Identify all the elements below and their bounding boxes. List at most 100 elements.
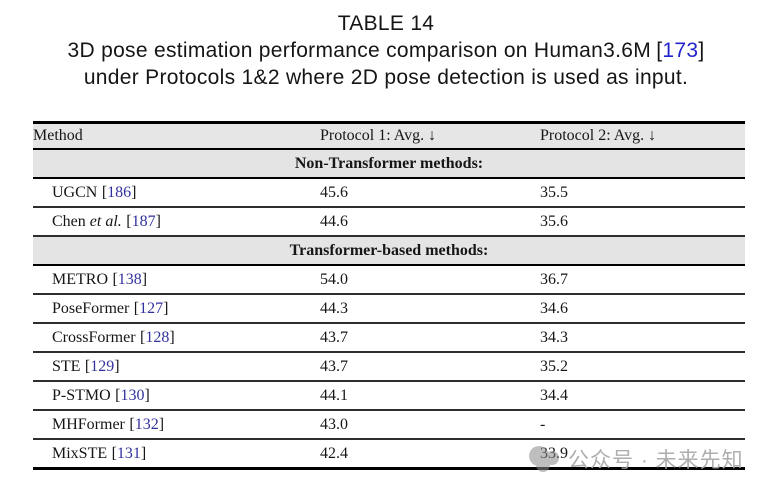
method-cell: P-STMO [130] xyxy=(33,381,320,410)
citation-close-bracket: ] xyxy=(140,444,147,462)
method-name: Chen xyxy=(52,212,86,230)
protocol1-value: 54.0 xyxy=(320,265,540,294)
protocol1-value: 44.6 xyxy=(320,207,540,236)
method-name: STE xyxy=(52,357,81,375)
column-header-0: Method xyxy=(33,122,320,149)
table-row: STE [129] 43.7 35.2 xyxy=(33,352,745,381)
citation-close-bracket: ] xyxy=(114,357,120,375)
citation-open-bracket: [ xyxy=(133,299,140,317)
protocol2-value: - xyxy=(540,410,745,439)
citation-open-bracket: [ xyxy=(115,386,121,404)
protocol2-value: 33.9 xyxy=(540,439,745,469)
citation-open-bracket: [ xyxy=(112,270,118,288)
table-row: CrossFormer [128] 43.7 34.3 xyxy=(33,323,745,352)
table-row: Chen et al. [187] 44.6 35.6 xyxy=(33,207,745,236)
method-cell: UGCN [186] xyxy=(33,178,320,207)
protocol2-value: 35.2 xyxy=(540,352,745,381)
citation-link[interactable]: 127 xyxy=(139,299,164,317)
citation-close-bracket: ] xyxy=(141,270,148,288)
results-table: Method Protocol 1: Avg. ↓ Protocol 2: Avg.… xyxy=(33,121,745,470)
caption-text: 3D pose estimation performance compariso… xyxy=(67,39,651,62)
protocol2-value: 36.7 xyxy=(540,265,745,294)
protocol2-value: 35.5 xyxy=(540,178,745,207)
protocol1-value: 44.1 xyxy=(320,381,540,410)
method-name: UGCN xyxy=(52,183,98,201)
method-cell: METRO [138] xyxy=(33,265,320,294)
citation-link[interactable]: 128 xyxy=(145,328,170,346)
citation-close-bracket: ] xyxy=(144,386,150,404)
method-citation: [131] xyxy=(112,445,147,462)
section-header-label: Transformer-based methods: xyxy=(33,236,745,265)
method-cell: STE [129] xyxy=(33,352,320,381)
citation-open-bracket: [ xyxy=(111,444,117,462)
table-row: MHFormer [132] 43.0- xyxy=(33,410,745,439)
citation-open-bracket: [ xyxy=(140,328,146,346)
citation-link[interactable]: 129 xyxy=(90,357,115,375)
method-citation: [132] xyxy=(129,416,164,433)
table-row: MixSTE [131] 42.4 33.9 xyxy=(33,439,745,469)
method-citation: [128] xyxy=(140,329,175,346)
citation-link[interactable]: 187 xyxy=(131,212,156,230)
method-citation: [138] xyxy=(112,271,147,288)
method-cell: Chen et al. [187] xyxy=(33,207,320,236)
method-name: MixSTE xyxy=(52,444,108,462)
column-header-1: Protocol 1: Avg. ↓ xyxy=(320,122,540,149)
protocol1-value: 43.0 xyxy=(320,410,540,439)
section-header-row: Non-Transformer methods: xyxy=(33,149,745,178)
protocol1-value: 45.6 xyxy=(320,178,540,207)
citation-open-bracket: [ xyxy=(129,415,135,433)
table-row: PoseFormer [127] 44.3 34.6 xyxy=(33,294,745,323)
table-row: METRO [138] 54.0 36.7 xyxy=(33,265,745,294)
citation-close-bracket: ] xyxy=(131,183,137,201)
method-name: CrossFormer xyxy=(52,328,136,346)
caption-close-bracket: ] xyxy=(698,39,705,62)
protocol1-value: 42.4 xyxy=(320,439,540,469)
protocol1-value: 44.3 xyxy=(320,294,540,323)
method-cell: CrossFormer [128] xyxy=(33,323,320,352)
citation-open-bracket: [ xyxy=(101,183,108,201)
method-name: PoseFormer xyxy=(52,299,130,317)
citation-close-bracket: ] xyxy=(155,212,161,230)
citation-link[interactable]: 138 xyxy=(117,270,142,288)
method-cell: MixSTE [131] xyxy=(33,439,320,469)
section-header-label: Non-Transformer methods: xyxy=(33,149,745,178)
caption-open-bracket: [ xyxy=(656,39,663,62)
table-number-title: TABLE 14 xyxy=(337,12,435,35)
method-citation: [127] xyxy=(134,300,169,317)
method-name: METRO xyxy=(52,270,108,288)
method-citation: [129] xyxy=(85,358,120,375)
citation-open-bracket: [ xyxy=(126,212,132,230)
method-citation: [186] xyxy=(102,184,137,201)
method-name: P-STMO xyxy=(52,386,111,404)
citation-close-bracket: ] xyxy=(158,415,165,433)
table-caption-line1: 3D pose estimation performance compariso… xyxy=(0,37,772,64)
table-heading: TABLE 14 3D pose estimation performance … xyxy=(0,10,772,91)
protocol2-value: 34.6 xyxy=(540,294,745,323)
citation-link[interactable]: 132 xyxy=(134,415,159,433)
column-header-2: Protocol 2: Avg. ↓ xyxy=(540,122,745,149)
method-citation: [187] xyxy=(126,213,161,230)
citation-link[interactable]: 130 xyxy=(120,386,145,404)
method-citation: [130] xyxy=(115,387,150,404)
method-cell: MHFormer [132] xyxy=(33,410,320,439)
protocol2-value: 34.3 xyxy=(540,323,745,352)
header-row: Method Protocol 1: Avg. ↓ Protocol 2: Avg.… xyxy=(33,122,745,149)
method-name: MHFormer xyxy=(52,415,125,433)
protocol2-value: 35.6 xyxy=(540,207,745,236)
protocol1-value: 43.7 xyxy=(320,352,540,381)
citation-link[interactable]: 186 xyxy=(107,183,132,201)
table-row: P-STMO [130] 44.1 34.4 xyxy=(33,381,745,410)
caption-citation-link[interactable]: 173 xyxy=(662,39,699,62)
protocol1-value: 43.7 xyxy=(320,323,540,352)
method-etal: et al. xyxy=(89,212,122,230)
citation-link[interactable]: 131 xyxy=(116,444,141,462)
citation-close-bracket: ] xyxy=(169,328,175,346)
protocol2-value: 34.4 xyxy=(540,381,745,410)
table-caption-line2: under Protocols 1&2 where 2D pose detect… xyxy=(83,66,689,89)
method-cell: PoseFormer [127] xyxy=(33,294,320,323)
section-header-row: Transformer-based methods: xyxy=(33,236,745,265)
citation-close-bracket: ] xyxy=(163,299,169,317)
citation-open-bracket: [ xyxy=(84,357,91,375)
table-row: UGCN [186] 45.6 35.5 xyxy=(33,178,745,207)
